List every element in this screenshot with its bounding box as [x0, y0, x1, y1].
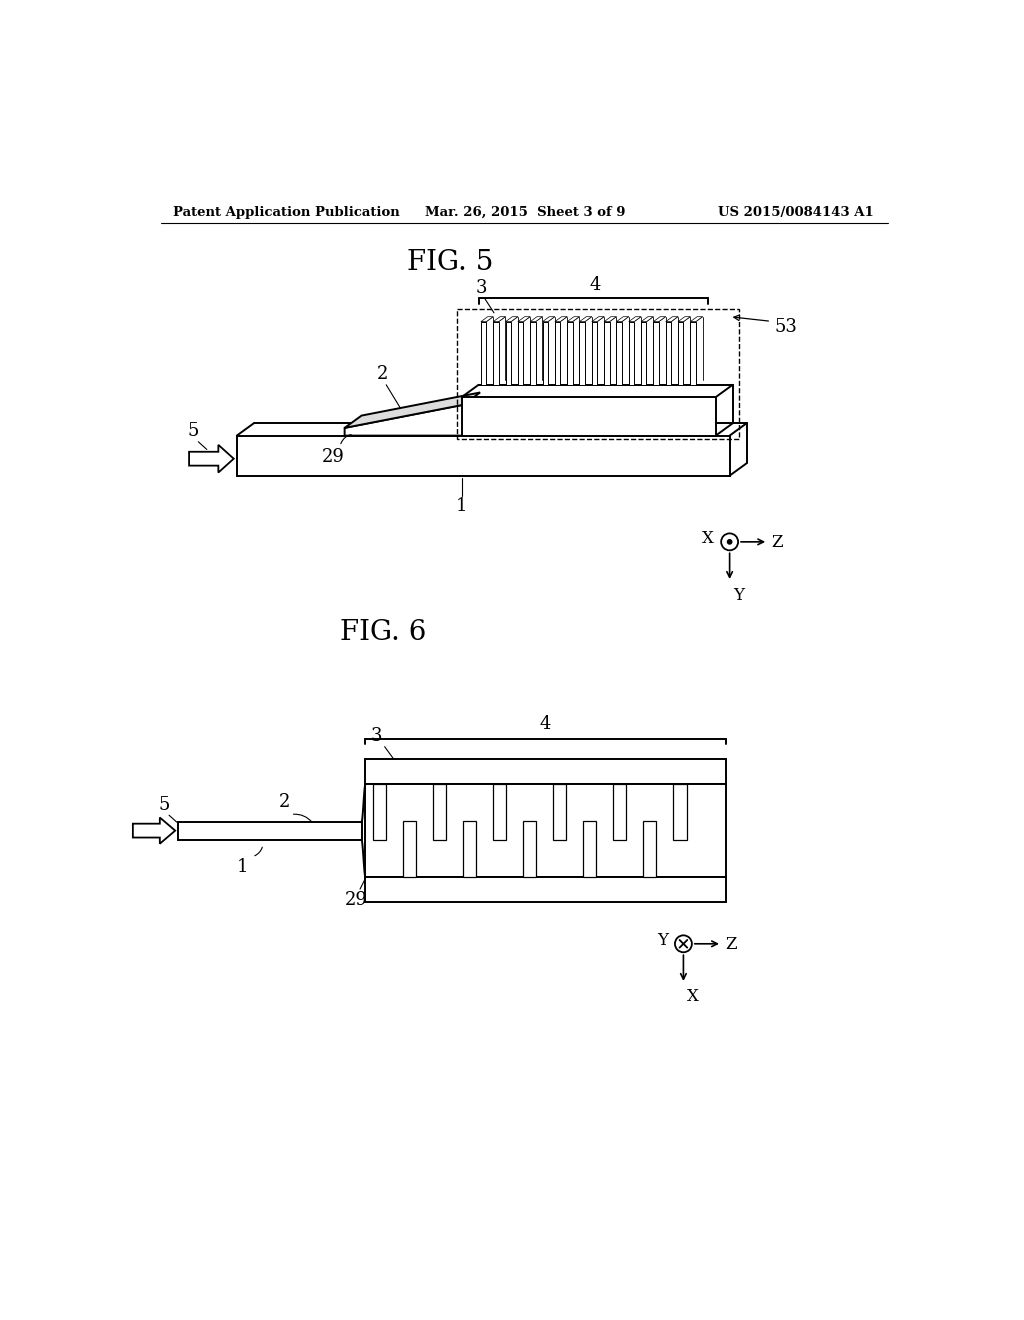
Text: 3: 3 [371, 727, 382, 744]
Text: 2: 2 [279, 793, 290, 812]
Polygon shape [641, 317, 653, 322]
Polygon shape [690, 317, 702, 322]
Bar [457, 309, 739, 438]
Text: X: X [702, 531, 714, 548]
Bar [690, 322, 695, 385]
Bar [518, 322, 523, 385]
Text: X: X [686, 989, 698, 1006]
Polygon shape [555, 317, 567, 322]
Polygon shape [629, 317, 641, 322]
Bar [506, 322, 511, 385]
Bar [366, 876, 726, 903]
Polygon shape [345, 392, 480, 428]
Bar [641, 322, 646, 385]
Bar [373, 784, 386, 840]
Bar [523, 821, 537, 876]
Text: 53: 53 [774, 318, 797, 337]
Polygon shape [530, 317, 543, 322]
Bar [403, 821, 416, 876]
Bar [494, 322, 499, 385]
Circle shape [727, 540, 732, 544]
Bar [653, 322, 658, 385]
Bar [666, 322, 671, 385]
Bar [580, 322, 585, 385]
Text: 4: 4 [590, 276, 601, 293]
Polygon shape [592, 317, 604, 322]
Bar [674, 784, 686, 840]
Bar [613, 784, 627, 840]
Bar [616, 322, 622, 385]
Bar [494, 784, 506, 840]
Bar [463, 821, 476, 876]
Text: FIG. 5: FIG. 5 [407, 249, 494, 276]
Text: 3: 3 [475, 279, 487, 297]
Text: 5: 5 [187, 422, 199, 441]
Bar [366, 759, 726, 784]
Bar [555, 322, 560, 385]
Polygon shape [481, 317, 494, 322]
Polygon shape [133, 817, 175, 843]
Polygon shape [616, 317, 629, 322]
Text: Y: Y [733, 586, 743, 603]
Polygon shape [345, 405, 463, 436]
Bar [584, 821, 596, 876]
Text: 5: 5 [159, 796, 170, 813]
Text: 4: 4 [540, 715, 551, 733]
Bar [433, 784, 446, 840]
Polygon shape [653, 317, 666, 322]
Text: Y: Y [657, 932, 668, 949]
Bar [678, 322, 683, 385]
Polygon shape [666, 317, 678, 322]
Bar [543, 322, 548, 385]
Polygon shape [189, 445, 233, 473]
Polygon shape [678, 317, 690, 322]
Text: FIG. 6: FIG. 6 [340, 619, 426, 645]
Bar [629, 322, 634, 385]
Text: 2: 2 [377, 366, 388, 383]
Text: Z: Z [771, 535, 782, 552]
Polygon shape [567, 317, 580, 322]
Polygon shape [580, 317, 592, 322]
Text: 1: 1 [237, 858, 248, 876]
Text: 29: 29 [345, 891, 368, 908]
Polygon shape [506, 317, 518, 322]
Bar [366, 784, 726, 876]
Bar [592, 322, 597, 385]
Bar [567, 322, 572, 385]
Bar [237, 436, 730, 475]
Polygon shape [494, 317, 506, 322]
Text: US 2015/0084143 A1: US 2015/0084143 A1 [718, 206, 873, 219]
Polygon shape [518, 317, 530, 322]
Text: 29: 29 [322, 447, 344, 466]
Bar [481, 322, 486, 385]
Text: 1: 1 [456, 498, 467, 515]
Bar [178, 822, 361, 840]
Bar [530, 322, 536, 385]
Polygon shape [604, 317, 616, 322]
Text: Mar. 26, 2015  Sheet 3 of 9: Mar. 26, 2015 Sheet 3 of 9 [425, 206, 625, 219]
Bar [462, 397, 716, 436]
Bar [643, 821, 656, 876]
Bar [553, 784, 566, 840]
Text: Z: Z [725, 936, 736, 953]
Polygon shape [543, 317, 555, 322]
Bar [604, 322, 609, 385]
Text: Patent Application Publication: Patent Application Publication [173, 206, 399, 219]
